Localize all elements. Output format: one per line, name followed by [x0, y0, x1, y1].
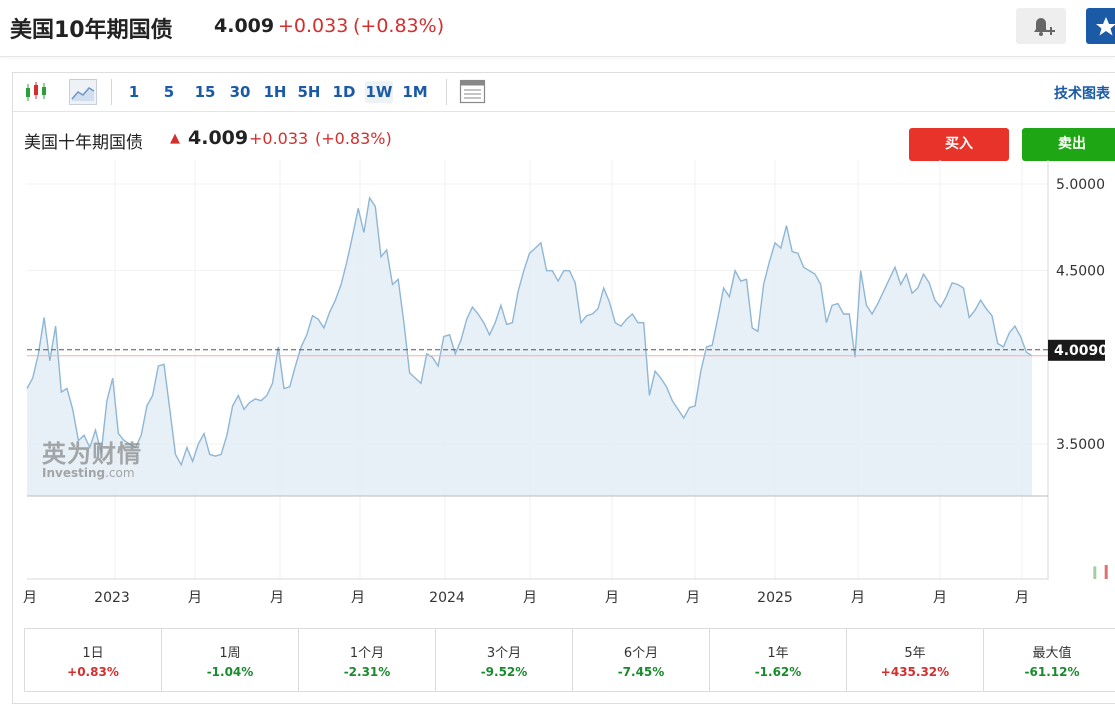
performance-period: 6个月	[623, 646, 659, 661]
x-tick-label: 月	[23, 590, 37, 606]
x-tick-label: 月	[351, 590, 365, 606]
y-axis: 5.0000 4.5000 3.5000 4.0090	[1048, 177, 1108, 453]
performance-value: +0.83%	[67, 665, 119, 679]
toolbar-divider	[111, 79, 112, 105]
price-line	[26, 196, 1033, 467]
x-tick-label: 月	[686, 590, 700, 606]
interval-1h[interactable]: 1H	[263, 83, 287, 101]
area-chart-icon[interactable]	[69, 79, 97, 105]
chart-price-change-pct: (+0.83%)	[315, 129, 392, 148]
performance-period: 1年	[767, 646, 789, 661]
interval-15[interactable]: 15	[194, 83, 216, 101]
price-area	[26, 196, 1048, 497]
performance-table: 1日 +0.83% 1周 -1.04% 1个月 -2.31% 3个月 -9.52% 6个月 -7.…	[24, 628, 1115, 692]
x-tick-label: 月	[933, 590, 947, 606]
performance-cell[interactable]: 5年 +435.32%	[847, 629, 984, 691]
performance-cell[interactable]: 3个月 -9.52%	[436, 629, 573, 691]
toolbar-divider	[446, 79, 447, 105]
performance-value: -9.52%	[480, 665, 528, 679]
alert-button[interactable]	[1016, 8, 1066, 44]
star-icon	[1096, 17, 1115, 36]
interval-1m[interactable]: 1M	[402, 83, 428, 101]
price-change-pct: (+0.83%)	[353, 15, 445, 37]
interval-5[interactable]: 5	[163, 83, 175, 101]
interval-30[interactable]: 30	[229, 83, 251, 101]
buy-button[interactable]: 买入	[909, 128, 1009, 161]
layout-icon[interactable]	[459, 79, 487, 105]
x-tick-label: 月	[188, 590, 202, 606]
performance-cell[interactable]: 1日 +0.83%	[25, 629, 162, 691]
candlestick-icon[interactable]	[23, 79, 51, 105]
instrument-title: 美国10年期国债	[10, 18, 173, 43]
interval-1w[interactable]: 1W	[365, 81, 393, 103]
last-price: 4.009	[214, 15, 275, 37]
x-tick-label: 月	[851, 590, 865, 606]
area-fill	[27, 197, 1032, 496]
x-tick-label: 月	[605, 590, 619, 606]
price-chart[interactable]: 5.00004.50003.50004.0090 月 2023 月月月 2024 月月月…	[0, 0, 1115, 620]
x-tick-label: 2025	[757, 590, 793, 606]
x-tick-label: 月	[270, 590, 284, 606]
performance-value: +435.32%	[880, 665, 950, 679]
performance-cell[interactable]: 6个月 -7.45%	[573, 629, 710, 691]
interval-1d[interactable]: 1D	[332, 83, 356, 101]
y-tick-label: 3.5000	[1056, 437, 1105, 453]
y-tick-label: 4.5000	[1056, 264, 1105, 280]
x-tick-label: 2024	[429, 590, 465, 606]
watermark-en-main: Investing	[42, 466, 106, 480]
performance-cell[interactable]: 最大值 -61.12%	[984, 629, 1115, 691]
watermark-en: Investing.com	[42, 466, 142, 480]
current-price-label: 4.0090	[1048, 339, 1108, 361]
volume-bars	[27, 565, 1108, 580]
x-tick-label: 月	[1015, 590, 1029, 606]
performance-value: -1.04%	[206, 665, 254, 679]
performance-period: 1周	[219, 646, 241, 661]
technical-chart-link[interactable]: 技术图表	[1054, 86, 1110, 102]
watermark-en-suffix: .com	[105, 466, 135, 480]
volume-bar	[1104, 565, 1108, 579]
price-change: +0.033	[278, 15, 349, 37]
x-tick-label: 2023	[94, 590, 130, 606]
bell-plus-icon	[1034, 18, 1055, 36]
up-arrow-icon: ▲	[170, 131, 180, 146]
interval-5h[interactable]: 5H	[297, 83, 321, 101]
performance-value: -2.31%	[343, 665, 391, 679]
performance-period: 3个月	[486, 646, 522, 661]
performance-value: -61.12%	[1024, 665, 1080, 679]
sell-button[interactable]: 卖出	[1022, 128, 1115, 161]
x-tick-label: 月	[523, 590, 537, 606]
performance-period: 1日	[82, 646, 104, 661]
current-price-text: 4.0090	[1054, 343, 1108, 359]
performance-period: 1个月	[349, 646, 385, 661]
performance-period: 5年	[904, 646, 926, 661]
performance-cell[interactable]: 1年 -1.62%	[710, 629, 847, 691]
chart-instrument-name: 美国十年期国债	[24, 133, 143, 153]
interval-1[interactable]: 1	[128, 83, 140, 101]
chart-last-price: 4.009	[188, 127, 249, 149]
performance-cell[interactable]: 1周 -1.04%	[162, 629, 299, 691]
chart-price-change: +0.033	[249, 129, 309, 148]
volume-bar	[1093, 566, 1097, 579]
performance-value: -1.62%	[754, 665, 802, 679]
watchlist-button[interactable]	[1086, 8, 1115, 44]
watermark-cn: 英为财情	[42, 440, 142, 468]
y-tick-label: 5.0000	[1056, 177, 1105, 193]
investing-watermark: 英为财情 Investing.com	[42, 434, 142, 480]
performance-period: 最大值	[1032, 646, 1072, 661]
performance-value: -7.45%	[617, 665, 665, 679]
chart-toolbar: 1 5 15 30 1H 5H 1D 1W 1M 技术图表	[13, 73, 1115, 112]
performance-cell[interactable]: 1个月 -2.31%	[299, 629, 436, 691]
quote-header: 美国10年期国债 4.009 +0.033 (+0.83%)	[0, 0, 1115, 57]
x-axis: 月 2023 月 月 月 2024 月 月 月 2025 月 月 月	[23, 590, 1029, 606]
